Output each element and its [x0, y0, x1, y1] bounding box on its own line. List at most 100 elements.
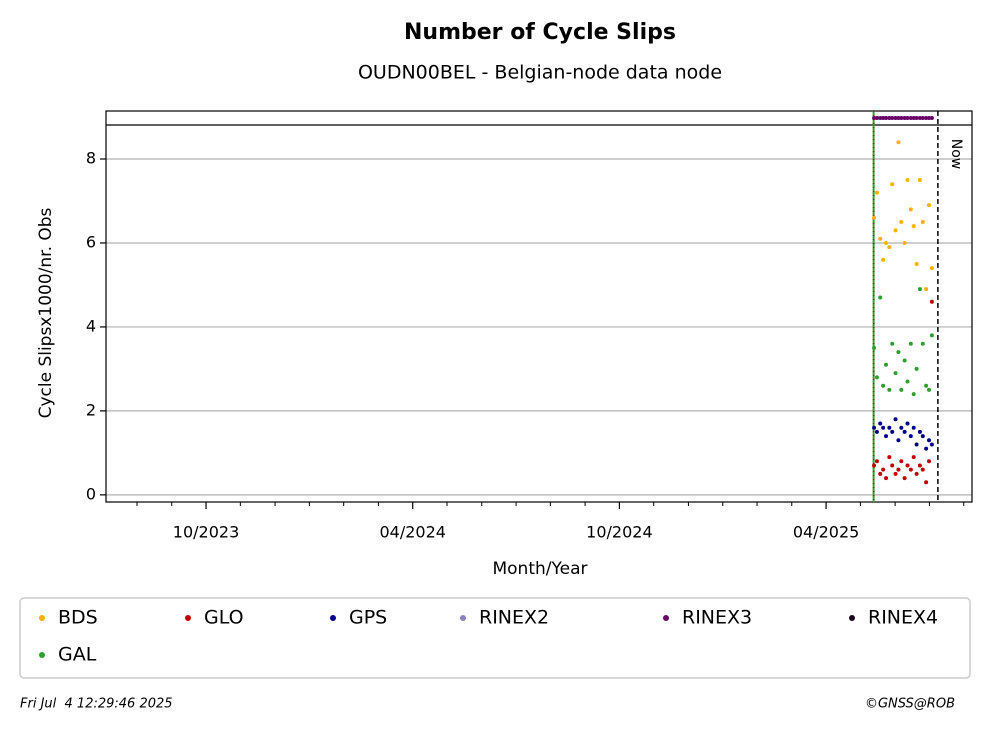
data-point	[927, 116, 932, 120]
data-point	[890, 182, 895, 187]
data-point	[887, 245, 892, 250]
data-point	[927, 438, 932, 443]
footer-timestamp: Fri Jul 4 12:29:46 2025	[20, 697, 173, 712]
data-point	[881, 116, 886, 120]
data-point	[893, 371, 898, 376]
data-point	[881, 257, 886, 262]
data-point	[914, 366, 919, 371]
data-point	[911, 455, 916, 460]
data-point	[884, 362, 889, 367]
data-point	[890, 463, 895, 468]
data-point	[896, 438, 901, 443]
data-point	[887, 425, 892, 430]
data-point	[878, 421, 883, 426]
legend-label: BDS	[58, 607, 98, 629]
data-point	[924, 383, 929, 388]
data-point	[899, 387, 904, 392]
data-point	[884, 240, 889, 245]
data-point	[917, 429, 922, 434]
data-point	[927, 203, 932, 208]
data-point	[872, 116, 877, 120]
legend-label: RINEX2	[479, 607, 549, 629]
plot-frame	[105, 110, 973, 503]
data-point	[893, 116, 898, 120]
data-point	[908, 467, 913, 472]
data-point	[914, 442, 919, 447]
data-point	[927, 459, 932, 464]
x-tick-label: 10/2024	[586, 523, 652, 542]
data-point	[905, 379, 910, 384]
legend-marker	[663, 615, 669, 621]
x-axis-label: Month/Year	[492, 559, 587, 579]
legend-marker	[330, 615, 336, 621]
data-point	[911, 116, 916, 120]
data-point	[896, 350, 901, 355]
y-tick-label: 2	[86, 400, 96, 419]
chart-title: Number of Cycle Slips	[404, 20, 676, 45]
x-tick-label: 10/2023	[173, 523, 239, 542]
data-point	[908, 341, 913, 346]
y-tick-label: 4	[86, 316, 96, 335]
chart-subtitle: OUDN00BEL - Belgian-node data node	[358, 62, 722, 84]
data-point	[881, 425, 886, 430]
data-point	[929, 299, 934, 304]
data-point	[872, 215, 877, 220]
data-point	[872, 345, 877, 350]
data-point	[881, 383, 886, 388]
legend-marker	[185, 615, 191, 621]
data-point	[917, 463, 922, 468]
x-tick-label: 04/2024	[379, 523, 445, 542]
data-point	[911, 392, 916, 397]
data-point	[902, 358, 907, 363]
data-point	[905, 421, 910, 426]
footer-credit: ©GNSS@ROB	[865, 697, 955, 712]
now-label: Now	[948, 139, 964, 170]
data-point	[890, 116, 895, 120]
data-point	[920, 116, 925, 120]
data-point	[902, 429, 907, 434]
data-point	[908, 434, 913, 439]
data-point	[887, 116, 892, 120]
data-point	[893, 228, 898, 233]
data-point	[893, 417, 898, 422]
data-point	[905, 177, 910, 182]
data-point	[929, 266, 934, 271]
data-point	[890, 341, 895, 346]
data-point	[878, 236, 883, 241]
data-point	[920, 219, 925, 224]
data-point	[874, 190, 879, 195]
data-point	[927, 387, 932, 392]
data-point	[908, 116, 913, 120]
legend-label: RINEX4	[868, 607, 938, 629]
legend-label: GPS	[349, 607, 387, 629]
data-point	[917, 116, 922, 120]
y-tick-label: 0	[86, 484, 96, 503]
data-point	[902, 116, 907, 120]
data-point	[920, 467, 925, 472]
legend-box	[19, 597, 971, 679]
y-tick-label: 6	[86, 232, 96, 251]
data-point	[874, 429, 879, 434]
data-point	[924, 116, 929, 120]
data-point	[899, 425, 904, 430]
data-point	[911, 425, 916, 430]
data-point	[899, 459, 904, 464]
data-point	[874, 459, 879, 464]
data-point	[893, 471, 898, 476]
data-point	[884, 434, 889, 439]
legend-label: GAL	[58, 644, 97, 666]
data-point	[896, 116, 901, 120]
data-point	[878, 116, 883, 120]
data-point	[917, 287, 922, 292]
data-point	[905, 116, 910, 120]
data-point	[899, 219, 904, 224]
data-point	[896, 467, 901, 472]
data-point	[887, 455, 892, 460]
data-point	[872, 425, 877, 430]
data-point	[899, 116, 904, 120]
data-point	[874, 375, 879, 380]
data-point	[872, 463, 877, 468]
data-point	[911, 224, 916, 229]
data-point	[924, 446, 929, 451]
